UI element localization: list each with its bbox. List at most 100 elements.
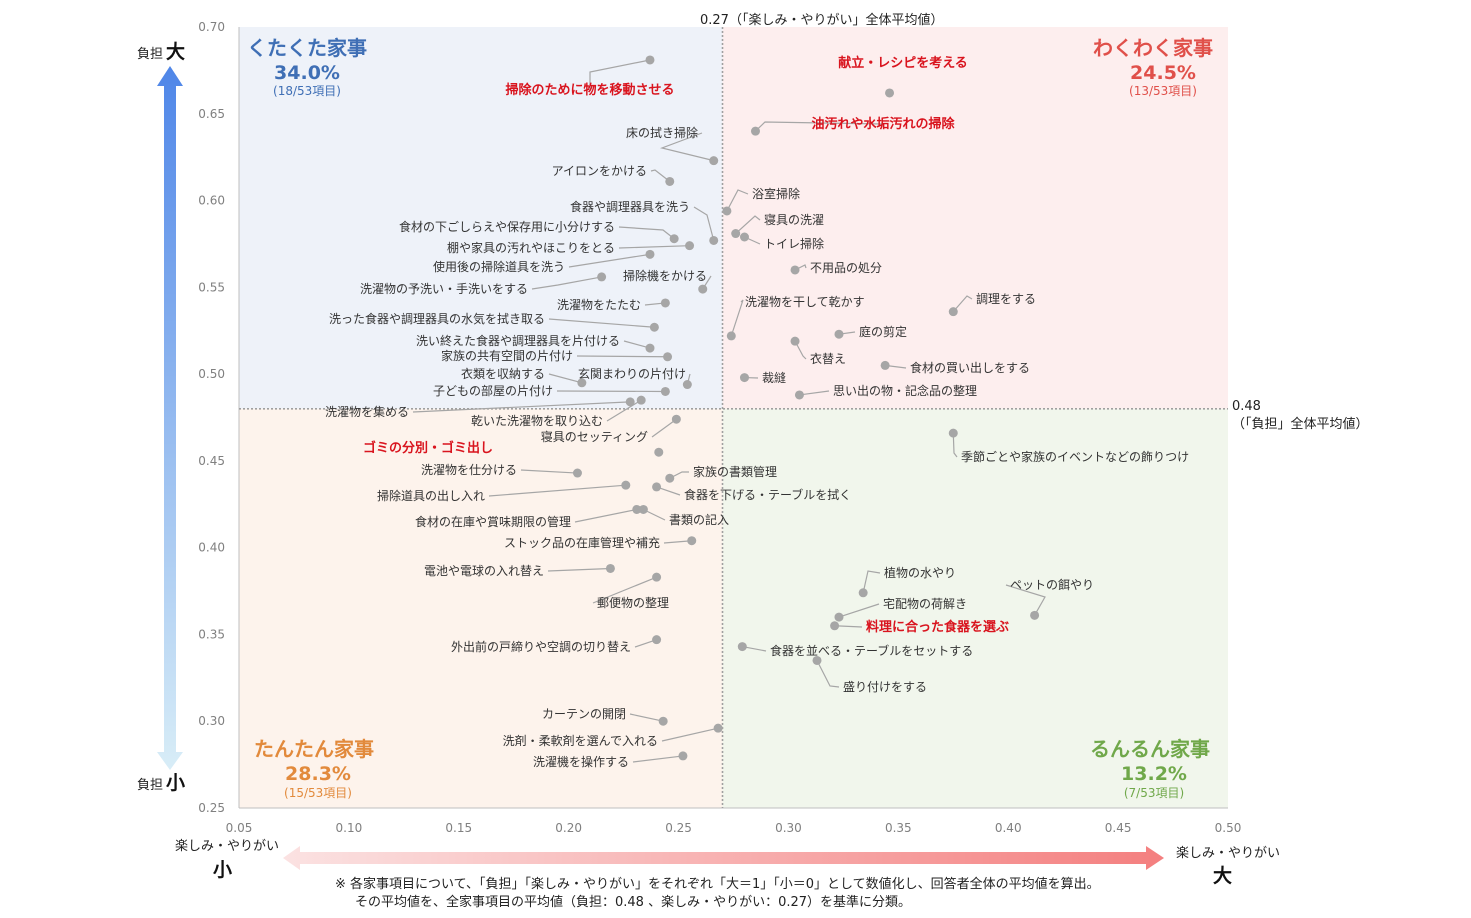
x-tick-label: 0.45 bbox=[1105, 821, 1132, 835]
point-label: 宅配物の荷解き bbox=[883, 596, 967, 611]
quadrant-sub-kutakuta: (18/53項目) bbox=[273, 84, 341, 98]
point-label: 季節ごとや家族のイベントなどの飾りつけ bbox=[961, 449, 1189, 464]
point-label: 家族の共有空間の片付け bbox=[441, 348, 573, 363]
y-tick-label: 0.45 bbox=[198, 454, 225, 468]
data-point bbox=[597, 272, 607, 282]
quadrant-sub-runrun: (7/53項目) bbox=[1124, 786, 1184, 800]
data-point bbox=[682, 380, 692, 390]
data-point bbox=[625, 397, 635, 407]
data-point bbox=[572, 468, 582, 478]
data-point bbox=[948, 307, 958, 317]
data-point bbox=[948, 428, 958, 438]
data-point bbox=[665, 176, 675, 186]
data-point bbox=[880, 360, 890, 370]
data-point bbox=[709, 235, 719, 245]
x-gradient-arrow-icon bbox=[283, 846, 1164, 870]
x-left-label-small: 楽しみ・やりがい bbox=[175, 838, 279, 854]
leader-line bbox=[548, 373, 583, 384]
point-label: 洗濯物を干して乾かす bbox=[745, 295, 865, 309]
data-point bbox=[750, 126, 760, 136]
data-point bbox=[834, 329, 844, 339]
data-point bbox=[726, 331, 736, 341]
leader-line bbox=[548, 318, 655, 328]
data-point bbox=[658, 716, 668, 726]
footnote-line-1: ※ 各家事項目について、「負担」「楽しみ・やりがい」をそれぞれ「大＝1」「小＝0… bbox=[335, 876, 1100, 892]
leader-line bbox=[488, 484, 626, 497]
point-label: 玄関まわりの片付け bbox=[578, 366, 686, 381]
point-label: ペットの餌やり bbox=[1010, 577, 1094, 592]
y-tick-label: 0.55 bbox=[198, 280, 225, 294]
point-label: 食器を下げる・テーブルを拭く bbox=[684, 487, 851, 502]
leader-line bbox=[589, 59, 651, 90]
point-label: カーテンの開閉 bbox=[542, 707, 626, 721]
point-label: 洗濯物を集める bbox=[325, 404, 409, 419]
leader-line bbox=[816, 660, 840, 688]
reference-x-label: 0.27（「楽しみ・やりがい」全体平均値） bbox=[700, 12, 943, 28]
y-bottom-label-big: 小 bbox=[166, 772, 185, 794]
leader-line bbox=[726, 189, 749, 212]
x-tick-label: 0.20 bbox=[555, 821, 582, 835]
y-tick-label: 0.25 bbox=[198, 801, 225, 815]
data-point bbox=[790, 336, 800, 346]
point-label: 洗濯物をたたむ bbox=[557, 298, 641, 312]
x-axis-enjoyment-arrow: 楽しみ・やりがい 小 楽しみ・やりがい 大 bbox=[175, 838, 1280, 887]
quadrant-title-wakuwaku: わくわく家事 bbox=[1093, 36, 1213, 60]
data-point bbox=[663, 352, 673, 362]
point-label: 書類の記入 bbox=[669, 512, 729, 527]
quadrant-sub-wakuwaku: (13/53項目) bbox=[1129, 84, 1197, 98]
data-point bbox=[685, 241, 695, 251]
y-tick-label: 0.65 bbox=[198, 107, 225, 121]
leader-line bbox=[663, 540, 692, 544]
point-label: 献立・レシピを考える bbox=[838, 55, 968, 71]
leader-line bbox=[618, 245, 690, 249]
quadrant-bg-tantan bbox=[239, 408, 723, 808]
axes bbox=[238, 27, 1228, 809]
point-label: 不用品の処分 bbox=[810, 261, 882, 275]
point-label: 洗濯物を仕分ける bbox=[421, 463, 517, 477]
point-label: 庭の剪定 bbox=[859, 324, 907, 339]
y-tick-label: 0.60 bbox=[198, 194, 225, 208]
data-point bbox=[713, 723, 723, 733]
data-point bbox=[794, 390, 804, 400]
leader-line bbox=[629, 713, 664, 722]
reference-y-value: 0.48 bbox=[1232, 399, 1261, 414]
tick-labels: 0.05 0.10 0.15 0.20 0.25 0.30 0.35 0.40 0.45 0.50… bbox=[198, 20, 1241, 835]
data-point bbox=[621, 480, 631, 490]
quadrant-pct-wakuwaku: 24.5% bbox=[1130, 62, 1196, 84]
point-label: 衣替え bbox=[810, 351, 846, 366]
y-tick-label: 0.70 bbox=[198, 20, 225, 34]
point-label: 子どもの部屋の片付け bbox=[433, 383, 553, 398]
x-left-label-big: 小 bbox=[213, 859, 232, 881]
reference-lines: 0.27（「楽しみ・やりがい」全体平均値） 0.48 （「負担」全体平均値） bbox=[239, 12, 1369, 808]
data-point bbox=[731, 229, 741, 239]
point-label: 浴室掃除 bbox=[752, 186, 800, 201]
leader-line bbox=[799, 390, 830, 396]
quadrant-title-kutakuta: くたくた家事 bbox=[247, 36, 367, 60]
leader-line bbox=[693, 206, 715, 241]
data-point bbox=[652, 635, 662, 645]
point-label: 家族の書類管理 bbox=[693, 464, 777, 479]
point-label: 洗濯物の予洗い・手洗いをする bbox=[360, 282, 528, 296]
data-point bbox=[722, 206, 732, 216]
data-points bbox=[572, 55, 1040, 761]
point-label: 盛り付けをする bbox=[843, 679, 927, 694]
y-top-label-small: 負担 bbox=[137, 47, 163, 62]
point-label: 掃除道具の出し入れ bbox=[377, 488, 485, 503]
data-point bbox=[665, 473, 675, 483]
leader-line bbox=[568, 253, 651, 268]
data-point bbox=[605, 563, 615, 573]
x-tick-label: 0.10 bbox=[336, 821, 363, 835]
point-label: 棚や家具の汚れやほこりをとる bbox=[447, 240, 615, 255]
point-label: 植物の水やり bbox=[884, 565, 956, 580]
point-label: 洗い終えた食器や調理器具を片付ける bbox=[416, 333, 620, 348]
point-label: 思い出の物・記念品の整理 bbox=[833, 383, 977, 398]
data-point bbox=[678, 751, 688, 761]
leader-line bbox=[1005, 584, 1046, 616]
point-label: 料理に合った食器を選ぶ bbox=[866, 619, 1009, 635]
point-label: 乾いた洗濯物を取り込む bbox=[471, 414, 603, 428]
x-right-label-small: 楽しみ・やりがい bbox=[1176, 845, 1280, 861]
leader-line bbox=[574, 508, 637, 523]
leader-line bbox=[547, 567, 611, 572]
leader-line bbox=[838, 603, 880, 618]
leader-line bbox=[618, 226, 675, 240]
